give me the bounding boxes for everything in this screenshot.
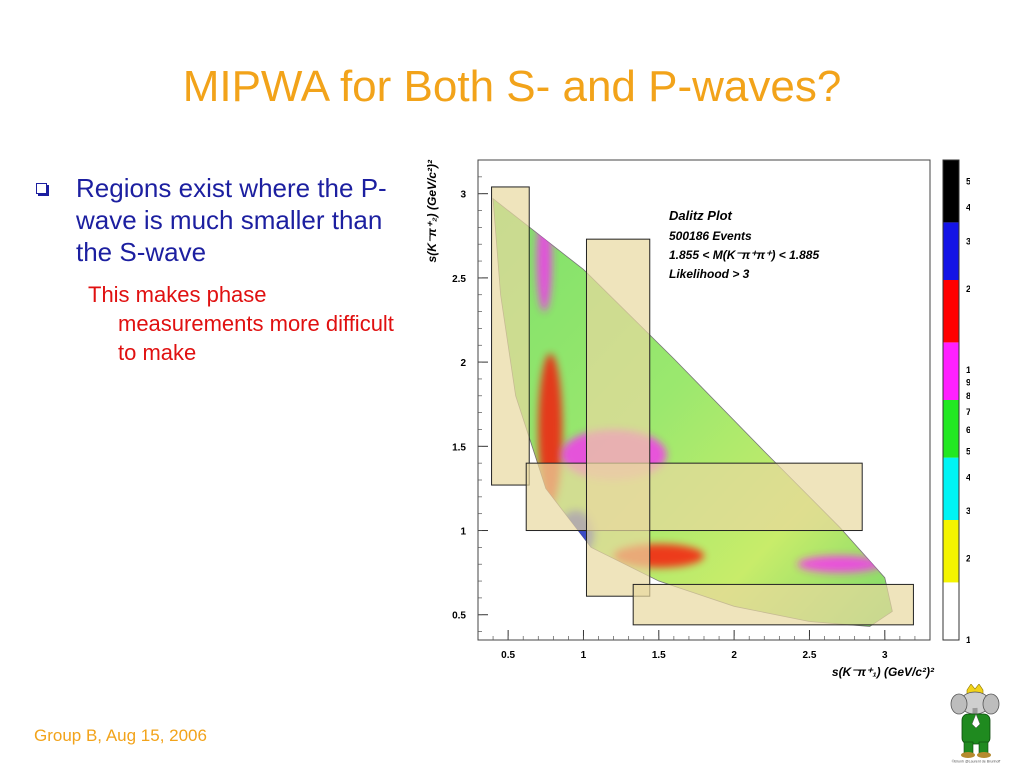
colorbar-band: [943, 160, 959, 223]
mascot-caption: ©Brunh @Laurent de Brunhoff: [952, 760, 1001, 764]
bullet-text: Regions exist where the P-wave is much s…: [76, 173, 387, 267]
bullet-item: Regions exist where the P-wave is much s…: [36, 172, 396, 268]
annotation-likelihood: Likelihood > 3: [669, 267, 750, 281]
regions-layer: [491, 186, 914, 626]
colorbar-label: 6: [966, 425, 970, 435]
y-tick-label: 2: [460, 358, 466, 369]
colorbar-band: [943, 457, 959, 520]
x-tick-label: 1: [581, 650, 587, 661]
colorbar-band: [943, 520, 959, 583]
region-box: [632, 583, 914, 626]
colorbar: 1 2 3 4 5 6 7 8 9 10 20 30 40 50: [942, 159, 970, 645]
region-box: [491, 186, 530, 486]
region-box: [525, 462, 863, 532]
y-axis-label: s(K⁻π⁺₂) (GeV/c²)²: [425, 159, 439, 262]
x-tick-label: 3: [882, 650, 888, 661]
x-tick-label: 2.5: [803, 650, 817, 661]
colorbar-band: [943, 342, 959, 400]
colorbar-band: [943, 400, 959, 458]
x-tick-label: 0.5: [501, 650, 515, 661]
annotation-mass-window: 1.855 < M(K⁻π⁺π⁺) < 1.885: [669, 248, 819, 262]
slide-title: MIPWA for Both S- and P-waves?: [182, 62, 842, 111]
colorbar-label: 9: [966, 377, 970, 387]
colorbar-label: 30: [966, 236, 970, 246]
colorbar-label: 8: [966, 391, 970, 401]
axes: 0.5 1 1.5 2 2.5 3 0.5 1 1.5 2 2.5 3: [452, 176, 916, 661]
footer-text: Group B, Aug 15, 2006: [34, 726, 207, 745]
colorbar-frame: [942, 159, 960, 641]
colorbar-label: 7: [966, 407, 970, 417]
sub-bullet-text: This makes phase measurements more diffi…: [88, 282, 394, 365]
colorbar-label: 50: [966, 176, 970, 186]
density-patch: [797, 555, 882, 573]
y-tick-label: 1: [460, 527, 466, 538]
colorbar-label: 40: [966, 203, 970, 213]
y-tick-label: 1.5: [452, 442, 466, 453]
colorbar-label: 2: [966, 554, 970, 564]
colorbar-label: 10: [966, 365, 970, 375]
colorbar-label: 4: [966, 472, 970, 482]
colorbar-band: [943, 582, 959, 640]
annotation-events: 500186 Events: [669, 229, 752, 243]
region-box: [585, 238, 651, 597]
colorbar-label: 1: [966, 635, 970, 645]
square-bullet-icon: [36, 183, 47, 194]
colorbar-label: 5: [966, 446, 970, 456]
y-tick-label: 2.5: [452, 274, 466, 285]
colorbar-band: [943, 280, 959, 343]
y-tick-label: 0.5: [452, 611, 466, 622]
x-tick-label: 2: [731, 650, 737, 661]
colorbar-label: 3: [966, 506, 970, 516]
colorbar-label: 20: [966, 284, 970, 294]
bullet-list: Regions exist where the P-wave is much s…: [36, 172, 396, 367]
x-tick-label: 1.5: [652, 650, 666, 661]
x-axis-label: s(K⁻π⁺₁) (GeV/c²)²: [832, 665, 935, 679]
colorbar-band: [943, 222, 959, 280]
y-tick-label: 3: [460, 190, 466, 201]
dalitz-plot: 0.5 1 1.5 2 2.5 3 0.5 1 1.5 2 2.5 3 1 2 3 4 5 6 7 8 9 10 20 30…: [425, 159, 970, 679]
babar-elephant-logo: ©Brunh @Laurent de Brunhoff: [950, 684, 1001, 764]
plot-title: Dalitz Plot: [669, 208, 733, 223]
